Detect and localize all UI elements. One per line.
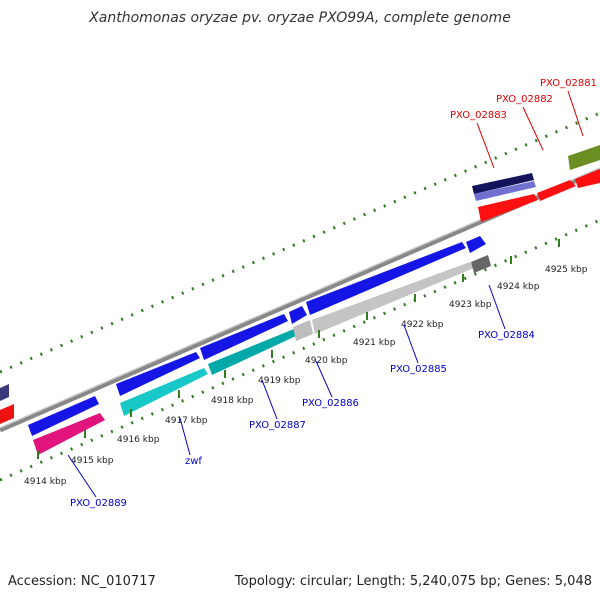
label-leader-line	[567, 90, 584, 137]
gene-label[interactable]: zwf	[185, 456, 202, 467]
tick-label: 4915 kbp	[71, 456, 114, 466]
gene-feature[interactable]	[568, 145, 600, 170]
tick-label: 4925 kbp	[545, 265, 588, 275]
gene-label[interactable]: PXO_02887	[249, 420, 306, 431]
gene-feature[interactable]	[478, 194, 538, 222]
gene-feature[interactable]	[289, 306, 307, 324]
gene-feature[interactable]	[0, 404, 14, 424]
gene-feature[interactable]	[575, 169, 600, 188]
gene-feature[interactable]	[306, 242, 466, 315]
gene-feature[interactable]	[33, 413, 105, 455]
gene-label[interactable]: PXO_02881	[540, 78, 597, 89]
gene-label[interactable]: PXO_02882	[496, 94, 553, 105]
gene-feature[interactable]	[293, 320, 313, 341]
gene-feature[interactable]	[200, 314, 288, 360]
gene-feature[interactable]	[466, 236, 486, 253]
label-leader-line	[67, 454, 97, 498]
label-leader-line	[261, 379, 278, 420]
gene-feature[interactable]	[474, 181, 536, 201]
label-leader-line	[315, 360, 333, 398]
gene-label[interactable]: PXO_02889	[70, 498, 127, 509]
gene-feature[interactable]	[472, 173, 534, 194]
tick-label: 4918 kbp	[211, 396, 254, 406]
tick-label: 4924 kbp	[497, 282, 540, 292]
map-title: Xanthomonas oryzae pv. oryzae PXO99A, co…	[89, 10, 511, 26]
gene-label[interactable]: PXO_02883	[450, 110, 507, 121]
label-leader-line	[522, 106, 544, 151]
tick-label: 4923 kbp	[449, 300, 492, 310]
gene-label[interactable]: PXO_02884	[478, 330, 535, 341]
accession-text: Accession: NC_010717	[8, 574, 156, 589]
gene-label[interactable]: PXO_02886	[302, 398, 359, 409]
label-leader-line	[488, 284, 506, 330]
gene-feature[interactable]	[537, 180, 576, 201]
label-leader-line	[179, 417, 191, 456]
gene-feature[interactable]	[0, 384, 9, 401]
tick-label: 4916 kbp	[117, 435, 160, 445]
tick-label: 4919 kbp	[258, 376, 301, 386]
tick-label: 4914 kbp	[24, 477, 67, 487]
tick-label: 4921 kbp	[353, 338, 396, 348]
gene-feature[interactable]	[120, 368, 208, 416]
tick-label: 4917 kbp	[165, 416, 208, 426]
gene-label[interactable]: PXO_02885	[390, 364, 447, 375]
tick-label: 4922 kbp	[401, 320, 444, 330]
gene-feature[interactable]	[28, 396, 99, 436]
label-leader-line	[476, 122, 495, 169]
genome-summary-text: Topology: circular; Length: 5,240,075 bp…	[234, 574, 592, 589]
label-leader-line	[403, 324, 419, 364]
gene-feature[interactable]	[208, 329, 296, 375]
tick-label: 4920 kbp	[305, 356, 348, 366]
gene-feature[interactable]	[312, 262, 474, 334]
gene-feature[interactable]	[116, 352, 200, 396]
gene-feature[interactable]	[471, 255, 491, 273]
